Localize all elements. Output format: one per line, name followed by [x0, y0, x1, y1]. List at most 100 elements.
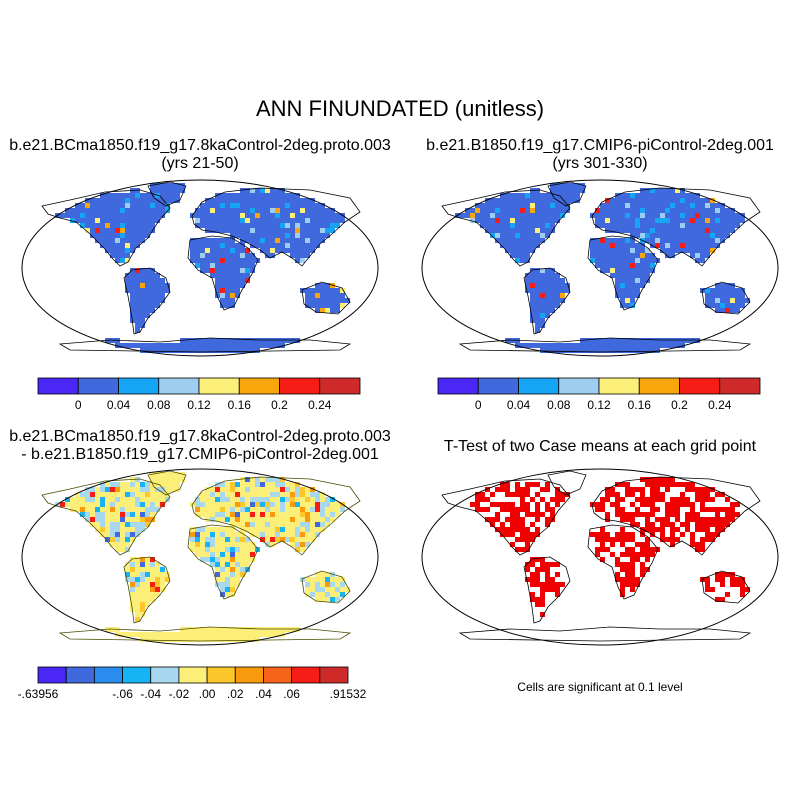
grid-cell: [200, 248, 205, 253]
grid-cell: [175, 487, 180, 492]
grid-cell: [175, 193, 180, 198]
grid-cell: [655, 208, 660, 213]
grid-cell: [305, 198, 310, 203]
grid-cell: [240, 208, 245, 213]
grid-cell: [735, 303, 740, 308]
grid-cell: [140, 632, 145, 637]
grid-cell: [230, 507, 235, 512]
grid-cell: [615, 537, 620, 542]
grid-cell: [645, 343, 650, 348]
grid-cell: [600, 527, 605, 532]
coastline-northAmerica: [41, 478, 171, 556]
grid-cell: [285, 238, 290, 243]
grid-cell: [530, 273, 535, 278]
case-map: [21, 179, 379, 357]
grid-cell: [615, 492, 620, 497]
grid-cell: [155, 632, 160, 637]
grid-cell: [265, 193, 270, 198]
grid-cell: [255, 487, 260, 492]
grid-cell: [475, 492, 480, 497]
grid-cell: [640, 567, 645, 572]
grid-cell: [205, 208, 210, 213]
grid-cell: [250, 263, 255, 268]
grid-cell: [155, 577, 160, 582]
grid-cell: [135, 517, 140, 522]
grid-cell: [705, 497, 710, 502]
grid-cell: [95, 238, 100, 243]
grid-cell: [600, 502, 605, 507]
grid-cell: [205, 218, 210, 223]
grid-cell: [300, 288, 305, 293]
grid-cell: [305, 248, 310, 253]
grid-cell: [535, 517, 540, 522]
grid-cell: [230, 248, 235, 253]
grid-cell: [160, 497, 165, 502]
grid-cell: [195, 497, 200, 502]
grid-cell: [240, 268, 245, 273]
grid-cell: [255, 627, 260, 632]
grid-cell: [600, 203, 605, 208]
grid-cell: [290, 512, 295, 517]
grid-cell: [100, 482, 105, 487]
grid-cell: [95, 198, 100, 203]
grid-cell: [125, 497, 130, 502]
grid-cell: [650, 253, 655, 258]
grid-cell: [485, 213, 490, 218]
grid-cell: [675, 537, 680, 542]
grid-cell: [670, 193, 675, 198]
grid-cell: [115, 502, 120, 507]
grid-cell: [530, 597, 535, 602]
coastline-africa: [587, 235, 659, 311]
grid-cell: [680, 218, 685, 223]
grid-cell: [560, 348, 565, 353]
grid-cell: [615, 203, 620, 208]
grid-cell: [540, 293, 545, 298]
grid-cell: [95, 502, 100, 507]
grid-cell: [540, 602, 545, 607]
grid-cell: [150, 512, 155, 517]
grid-cell: [310, 522, 315, 527]
grid-cell: [275, 243, 280, 248]
grid-cell: [325, 587, 330, 592]
grid-cell: [705, 203, 710, 208]
grid-cell: [550, 562, 555, 567]
grid-cell: [105, 492, 110, 497]
grid-cell: [655, 243, 660, 248]
grid-cell: [135, 343, 140, 348]
grid-cell: [240, 562, 245, 567]
colorbar-tick-label: 0.08: [147, 398, 171, 412]
grid-cell: [645, 218, 650, 223]
grid-cell: [235, 507, 240, 512]
grid-cell: [710, 517, 715, 522]
grid-cell: [720, 522, 725, 527]
grid-cell: [670, 208, 675, 213]
grid-cell: [305, 208, 310, 213]
grid-cell: [265, 223, 270, 228]
grid-cell: [240, 517, 245, 522]
grid-cell: [710, 532, 715, 537]
grid-cell: [650, 343, 655, 348]
grid-cell: [305, 502, 310, 507]
grid-cell: [275, 492, 280, 497]
grid-cell: [525, 223, 530, 228]
grid-cell: [195, 502, 200, 507]
grid-cell: [155, 562, 160, 567]
coastlines: [41, 181, 361, 353]
grid-cell: [160, 637, 165, 642]
grid-cell: [540, 512, 545, 517]
grid-cell: [100, 492, 105, 497]
grid-cell: [145, 582, 150, 587]
grid-cell: [295, 248, 300, 253]
grid-cell: [705, 208, 710, 213]
grid-cell: [165, 482, 170, 487]
grid-cell: [240, 557, 245, 562]
grid-cell: [515, 213, 520, 218]
grid-cell: [705, 492, 710, 497]
grid-cell: [645, 273, 650, 278]
grid-cell: [105, 487, 110, 492]
grid-cell: [155, 183, 160, 188]
grid-cell: [265, 198, 270, 203]
grid-cell: [665, 502, 670, 507]
colorbar-swatch: [158, 377, 200, 395]
grid-cell: [160, 577, 165, 582]
